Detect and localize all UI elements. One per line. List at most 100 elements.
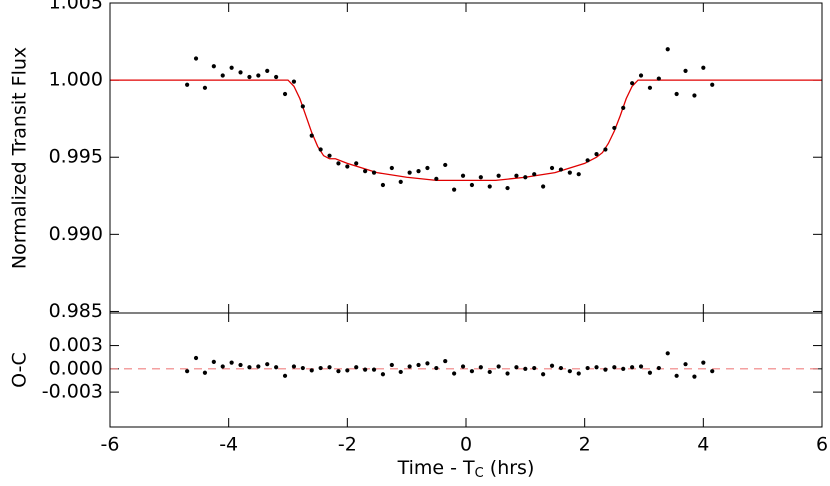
y-tick-label: 0.995 xyxy=(49,146,103,168)
data-point xyxy=(416,169,421,174)
data-point xyxy=(220,73,225,78)
data-point xyxy=(638,364,644,369)
data-point xyxy=(247,365,252,370)
data-point xyxy=(193,56,199,61)
data-point xyxy=(309,133,314,138)
data-point xyxy=(327,365,332,370)
data-point xyxy=(701,65,706,70)
data-point xyxy=(523,366,528,371)
data-point xyxy=(496,364,501,369)
y-tick-label: 1.005 xyxy=(49,0,103,14)
data-point xyxy=(558,365,564,371)
data-point xyxy=(683,362,688,367)
data-point xyxy=(229,65,234,70)
data-point xyxy=(549,363,555,368)
data-point xyxy=(220,364,225,369)
data-point xyxy=(612,365,617,370)
data-point xyxy=(185,369,190,374)
x-tick-label: -6 xyxy=(101,434,120,456)
data-point xyxy=(621,366,626,371)
x-label-text: Time - T xyxy=(397,457,475,479)
data-point xyxy=(256,73,261,78)
x-label-text: (hrs) xyxy=(484,457,535,479)
data-point xyxy=(185,82,190,87)
data-point xyxy=(282,373,288,378)
y-axis-label: Normalized Transit Flux xyxy=(9,47,31,269)
data-point xyxy=(327,153,332,158)
data-point xyxy=(692,374,697,379)
data-point xyxy=(567,170,572,175)
data-point xyxy=(665,47,670,52)
y-tick-label: 0.990 xyxy=(49,223,103,245)
data-point xyxy=(701,360,706,365)
y-tick-label: 0.000 xyxy=(49,357,103,379)
data-point xyxy=(434,365,439,371)
data-point xyxy=(300,104,305,109)
data-point xyxy=(434,176,439,181)
data-point xyxy=(336,369,341,374)
data-point xyxy=(247,74,252,80)
data-point xyxy=(425,361,430,366)
data-point xyxy=(532,365,537,371)
data-point xyxy=(443,358,448,364)
data-point xyxy=(710,369,715,374)
data-point xyxy=(621,105,626,110)
data-point xyxy=(496,173,501,178)
data-point xyxy=(656,365,661,371)
data-point xyxy=(309,368,314,373)
model-line xyxy=(110,79,822,182)
data-point xyxy=(380,182,386,188)
data-point xyxy=(541,184,546,189)
data-point xyxy=(452,187,457,192)
y-tick-label: 0.003 xyxy=(49,334,103,356)
data-point xyxy=(202,85,208,90)
data-point xyxy=(647,370,653,375)
x-tick-label: -2 xyxy=(338,434,357,456)
data-point xyxy=(505,185,510,191)
x-tick-label: 0 xyxy=(460,434,472,456)
data-point xyxy=(371,367,377,372)
data-point xyxy=(398,179,403,185)
data-point xyxy=(202,370,208,375)
data-point xyxy=(585,365,590,371)
data-point xyxy=(638,73,644,78)
data-point xyxy=(460,173,466,178)
y-tick-label: 1.000 xyxy=(49,69,103,91)
data-point xyxy=(300,365,305,371)
data-point xyxy=(265,68,270,73)
data-point xyxy=(238,70,243,75)
data-point xyxy=(274,365,279,370)
data-point xyxy=(585,158,590,163)
plot-frame xyxy=(109,2,823,314)
data-point xyxy=(460,364,466,369)
x-label-sub: C xyxy=(475,466,484,481)
data-point xyxy=(674,373,679,378)
data-point xyxy=(336,161,341,166)
data-point xyxy=(612,125,617,131)
data-point xyxy=(576,371,581,376)
data-point xyxy=(211,64,216,69)
data-point xyxy=(380,372,386,377)
data-point xyxy=(318,147,323,152)
data-point xyxy=(523,175,528,180)
data-point xyxy=(549,165,555,171)
data-point xyxy=(407,170,412,175)
data-point xyxy=(710,82,715,87)
data-point xyxy=(345,164,350,169)
data-point xyxy=(603,147,608,152)
y-axis-label: O-C xyxy=(9,352,31,388)
data-point xyxy=(291,79,297,84)
x-axis-label: Time - TC (hrs) xyxy=(397,457,535,481)
data-point xyxy=(265,362,270,367)
data-point xyxy=(683,68,688,73)
data-point xyxy=(274,74,279,80)
data-point xyxy=(514,173,519,178)
data-point xyxy=(692,93,697,98)
data-point xyxy=(656,76,661,81)
data-point xyxy=(541,372,546,377)
data-point xyxy=(238,362,243,368)
data-point xyxy=(389,362,394,368)
data-point xyxy=(282,91,288,97)
data-point xyxy=(389,165,394,171)
